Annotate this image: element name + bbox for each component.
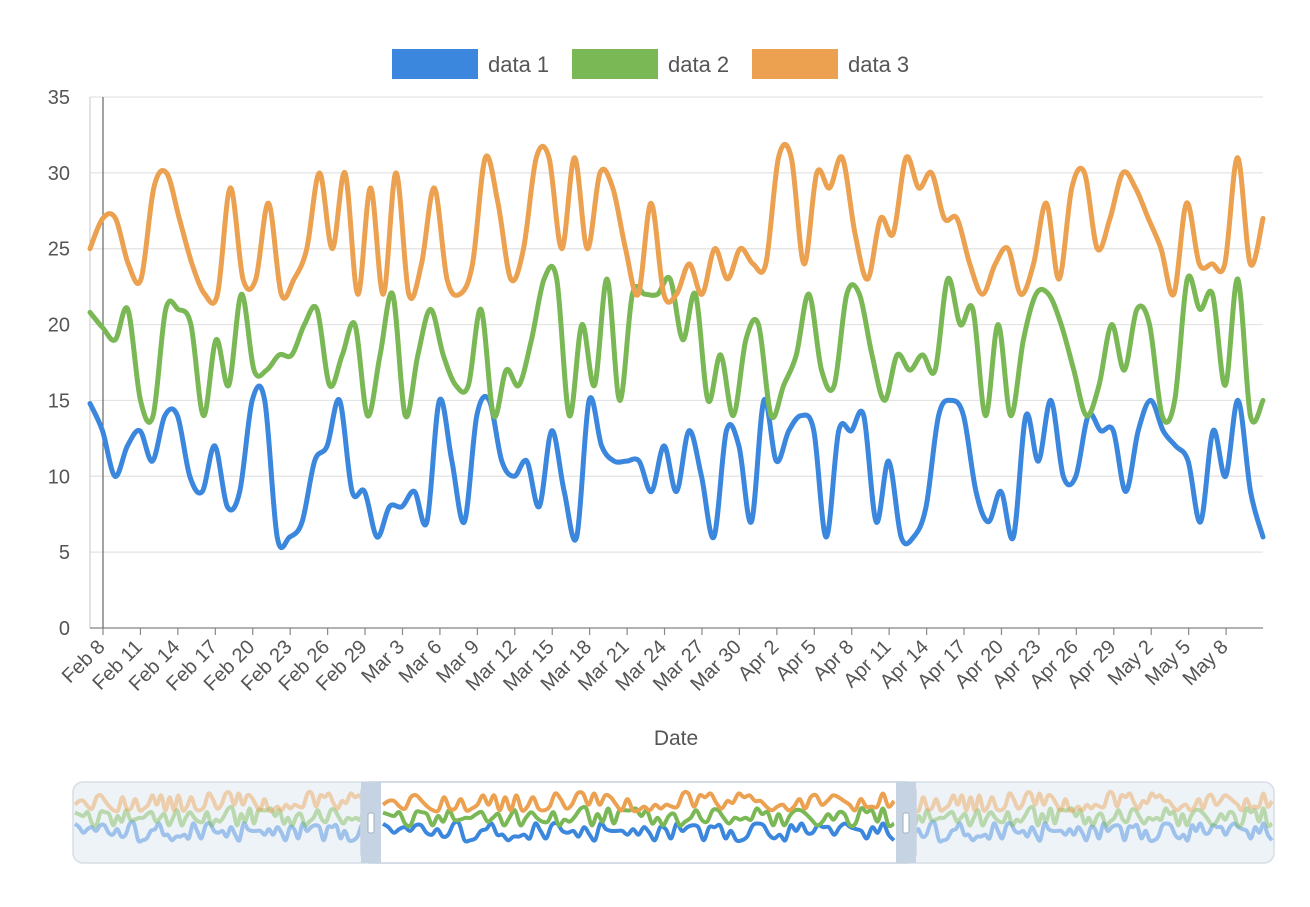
navigator-handle-left[interactable] (361, 782, 381, 863)
navigator-selected-line (381, 789, 896, 814)
navigator-selected-line (381, 819, 896, 844)
legend-item[interactable]: data 2 (572, 49, 729, 79)
series-line-data-2 (87, 263, 1266, 425)
y-tick-label: 25 (48, 239, 70, 261)
series-line-data-1 (87, 383, 1266, 551)
legend-item[interactable]: data 3 (752, 49, 909, 79)
series-line-data-3 (87, 141, 1266, 306)
legend-label: data 1 (488, 52, 549, 77)
legend: data 1 data 2 data 3 (392, 49, 909, 79)
y-tick-label: 5 (59, 542, 70, 564)
x-tick-label: Apr 2 (734, 636, 783, 685)
navigator-selected-line (382, 804, 896, 829)
legend-label: data 3 (848, 52, 909, 77)
y-axis: 0 5 10 15 20 25 30 35 (48, 87, 91, 640)
y-tick-label: 10 (48, 466, 70, 488)
range-navigator[interactable] (72, 781, 1275, 864)
handle-grip (902, 812, 910, 834)
x-axis-title: Date (654, 727, 698, 750)
y-tick-label: 30 (48, 163, 70, 185)
x-tick-label: Apr 5 (771, 636, 820, 685)
y-tick-label: 35 (48, 87, 70, 109)
legend-item[interactable]: data 1 (392, 49, 549, 79)
legend-label: data 2 (668, 52, 729, 77)
legend-swatch (752, 49, 838, 79)
legend-swatch (572, 49, 658, 79)
series-lines (87, 141, 1266, 551)
navigator-handle-right[interactable] (896, 782, 916, 863)
navigator-selection-lines (381, 789, 896, 844)
legend-swatch (392, 49, 478, 79)
y-tick-label: 20 (48, 315, 70, 337)
handle-grip (367, 812, 375, 834)
y-tick-label: 15 (48, 390, 70, 412)
y-tick-label: 0 (59, 618, 70, 640)
